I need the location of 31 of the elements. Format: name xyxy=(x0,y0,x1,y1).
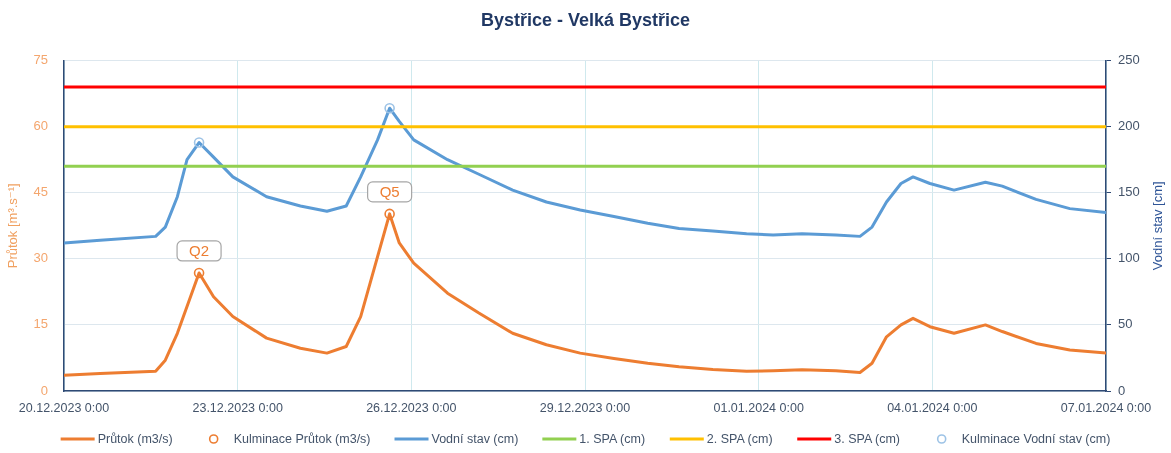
x-tick-label: 23.12.2023 0:00 xyxy=(192,400,283,415)
y-tick-label: 15 xyxy=(33,316,48,332)
legend-label: 1. SPA (cm) xyxy=(579,432,646,447)
x-tick-label: 07.01.2024 0:00 xyxy=(1060,400,1152,415)
chart-title: Bystřice - Velká Bystřice xyxy=(480,9,691,30)
y-tick-label: 45 xyxy=(33,184,48,200)
x-tick-label: 20.12.2023 0:00 xyxy=(18,400,110,415)
y-tick-label: 30 xyxy=(33,250,48,266)
y2-axis-title: Vodní stav [cm] xyxy=(1149,181,1165,271)
legend-label: Kulminace Vodní stav (cm) xyxy=(961,432,1111,447)
y2-tick-label: 150 xyxy=(1118,184,1140,200)
y-tick-label: 0 xyxy=(40,382,48,398)
annotation: Q2 xyxy=(189,242,210,260)
x-tick-label: 01.01.2024 0:00 xyxy=(713,400,804,415)
annotation: Q5 xyxy=(379,183,400,201)
y2-tick-label: 100 xyxy=(1118,250,1140,266)
legend-label: Vodní stav (cm) xyxy=(431,432,519,447)
legend-label: 2. SPA (cm) xyxy=(706,432,773,447)
y2-tick-label: 200 xyxy=(1118,118,1140,134)
y2-tick-label: 0 xyxy=(1118,382,1126,398)
y-tick-label: 60 xyxy=(33,118,48,134)
x-tick-label: 04.01.2024 0:00 xyxy=(887,400,978,415)
legend-label: 3. SPA (cm) xyxy=(834,432,900,447)
y2-tick-label: 50 xyxy=(1118,316,1133,332)
y2-tick-label: 250 xyxy=(1118,52,1140,68)
y-axis-title: Průtok [m³.s⁻¹] xyxy=(5,183,21,269)
legend-label: Kulminace Průtok (m3/s) xyxy=(233,432,371,447)
x-tick-label: 26.12.2023 0:00 xyxy=(366,400,457,415)
legend-label: Průtok (m3/s) xyxy=(97,432,173,447)
x-tick-label: 29.12.2023 0:00 xyxy=(539,400,631,415)
y-tick-label: 75 xyxy=(33,52,48,68)
